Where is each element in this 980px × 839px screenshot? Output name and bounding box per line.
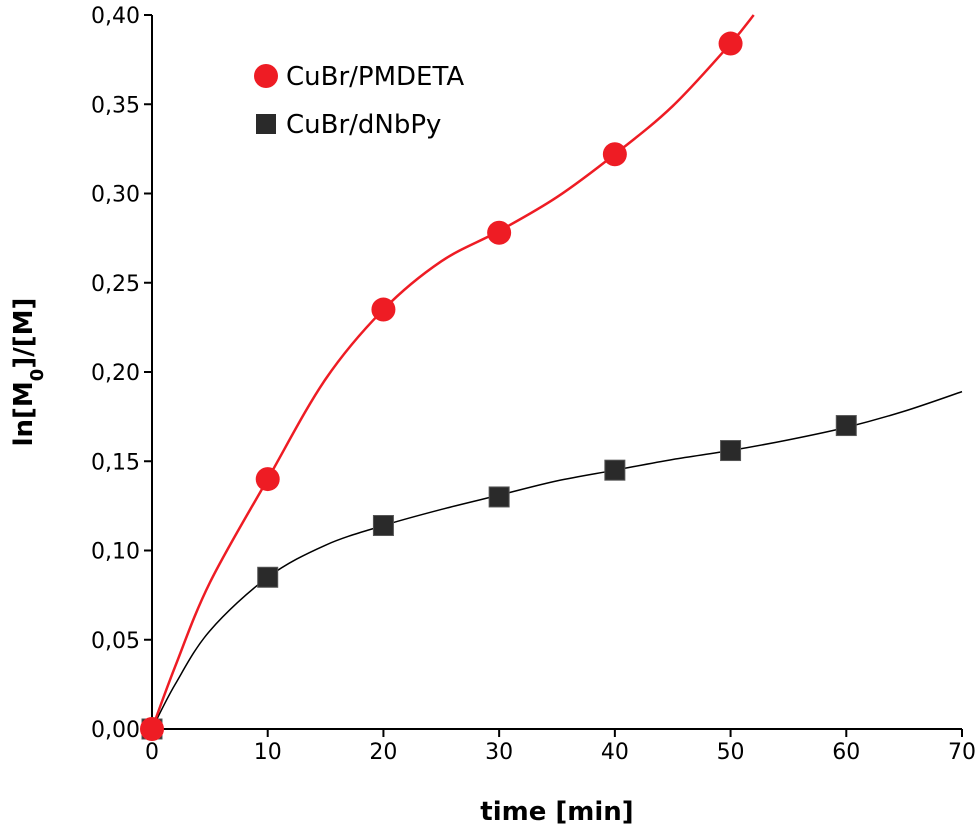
fit-line-cubr-dnbpy (151, 390, 963, 730)
data-point-cubr-dnbpy (835, 415, 857, 437)
x-tick-label: 60 (832, 740, 860, 765)
y-tick-label: 0,20 (91, 361, 140, 386)
data-markers (140, 31, 857, 741)
y-tick-label: 0,30 (91, 183, 140, 208)
data-point-cubr-pmdeta (255, 467, 280, 492)
y-axis-title-main: ln[M (9, 381, 39, 446)
data-point-cubr-pmdeta (371, 297, 396, 322)
x-axis-title: time [min] (480, 797, 633, 827)
y-tick-label: 0,15 (91, 450, 140, 475)
legend-label-cubr-pmdeta: CuBr/PMDETA (286, 62, 464, 92)
y-tick-label: 0,10 (91, 540, 140, 565)
legend-marker-cubr-pmdeta (254, 64, 278, 88)
data-point-cubr-dnbpy (488, 486, 510, 508)
y-tick-label: 0,25 (91, 272, 140, 297)
data-point-cubr-dnbpy (720, 440, 742, 462)
y-tick-label: 0,05 (91, 629, 140, 654)
legend-label-cubr-dnbpy: CuBr/dNbPy (286, 110, 441, 140)
y-axis-title-subscript: 0 (27, 369, 48, 382)
data-point-cubr-pmdeta (718, 31, 743, 56)
data-point-cubr-dnbpy (604, 459, 626, 481)
x-tick-label: 0 (145, 740, 159, 765)
axes: 0,00 0,05 0,10 0,15 0,20 0,25 0,30 0,35 0,40 0 10 2… (91, 4, 976, 765)
y-axis-title-tail: ]/[M] (9, 298, 39, 369)
fit-curves (150, 14, 963, 730)
y-tick-label: 0,00 (91, 718, 140, 743)
data-point-cubr-dnbpy (372, 515, 394, 537)
y-axis-title: ln[M0]/[M] (9, 298, 48, 447)
y-tick-label: 0,35 (91, 93, 140, 118)
fit-line-cubr-pmdeta (150, 14, 755, 730)
data-point-cubr-pmdeta (487, 220, 512, 245)
x-tick-label: 70 (948, 740, 976, 765)
data-point-cubr-pmdeta (602, 142, 627, 167)
data-point-cubr-pmdeta (140, 717, 164, 741)
y-tick-label: 0,40 (91, 4, 140, 29)
data-point-cubr-dnbpy (257, 566, 279, 588)
x-tick-label: 20 (369, 740, 397, 765)
x-tick-label: 50 (717, 740, 745, 765)
legend: CuBr/PMDETA CuBr/dNbPy (254, 62, 464, 140)
x-tick-label: 30 (485, 740, 513, 765)
x-tick-label: 10 (254, 740, 282, 765)
x-tick-label: 40 (601, 740, 629, 765)
legend-marker-cubr-dnbpy (256, 114, 276, 134)
